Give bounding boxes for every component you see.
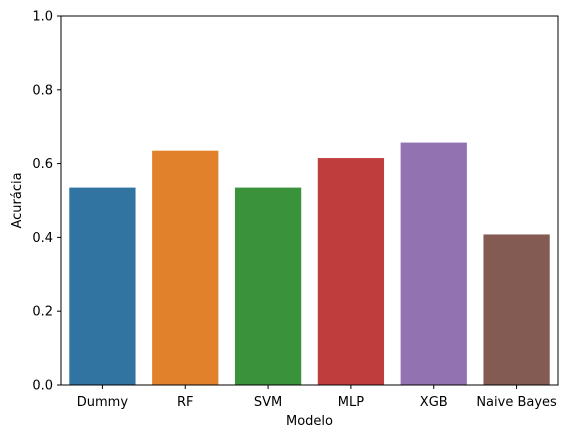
y-tick-label: 0.0 [32, 379, 53, 394]
y-tick-label: 0.6 [32, 157, 53, 172]
x-tick-label: RF [177, 395, 194, 410]
y-tick-label: 1.0 [32, 10, 53, 25]
y-axis-label: Acurácia [10, 172, 25, 228]
x-tick-label: MLP [338, 395, 364, 410]
bar-mlp [317, 158, 385, 385]
y-tick-label: 0.8 [32, 83, 53, 98]
y-axis: 0.0 0.2 0.4 0.6 0.8 1.0 [32, 10, 61, 394]
x-tick-label: Dummy [77, 395, 129, 410]
x-axis: Dummy RF SVM MLP XGB Naive Bayes [77, 385, 557, 410]
y-tick-label: 0.2 [32, 305, 53, 320]
x-tick-label: SVM [254, 395, 282, 410]
bar-rf [152, 150, 219, 385]
bar-svm [234, 187, 302, 385]
bar-naive-bayes [483, 234, 550, 385]
x-tick-label: Naive Bayes [476, 395, 557, 410]
y-tick-label: 0.4 [32, 231, 53, 246]
bar-dummy [69, 187, 136, 385]
plot-frame [60, 15, 559, 386]
x-axis-label: Modelo [286, 414, 333, 429]
bars-layer [69, 142, 550, 385]
bar-xgb [400, 142, 467, 385]
x-tick-label: XGB [420, 395, 448, 410]
